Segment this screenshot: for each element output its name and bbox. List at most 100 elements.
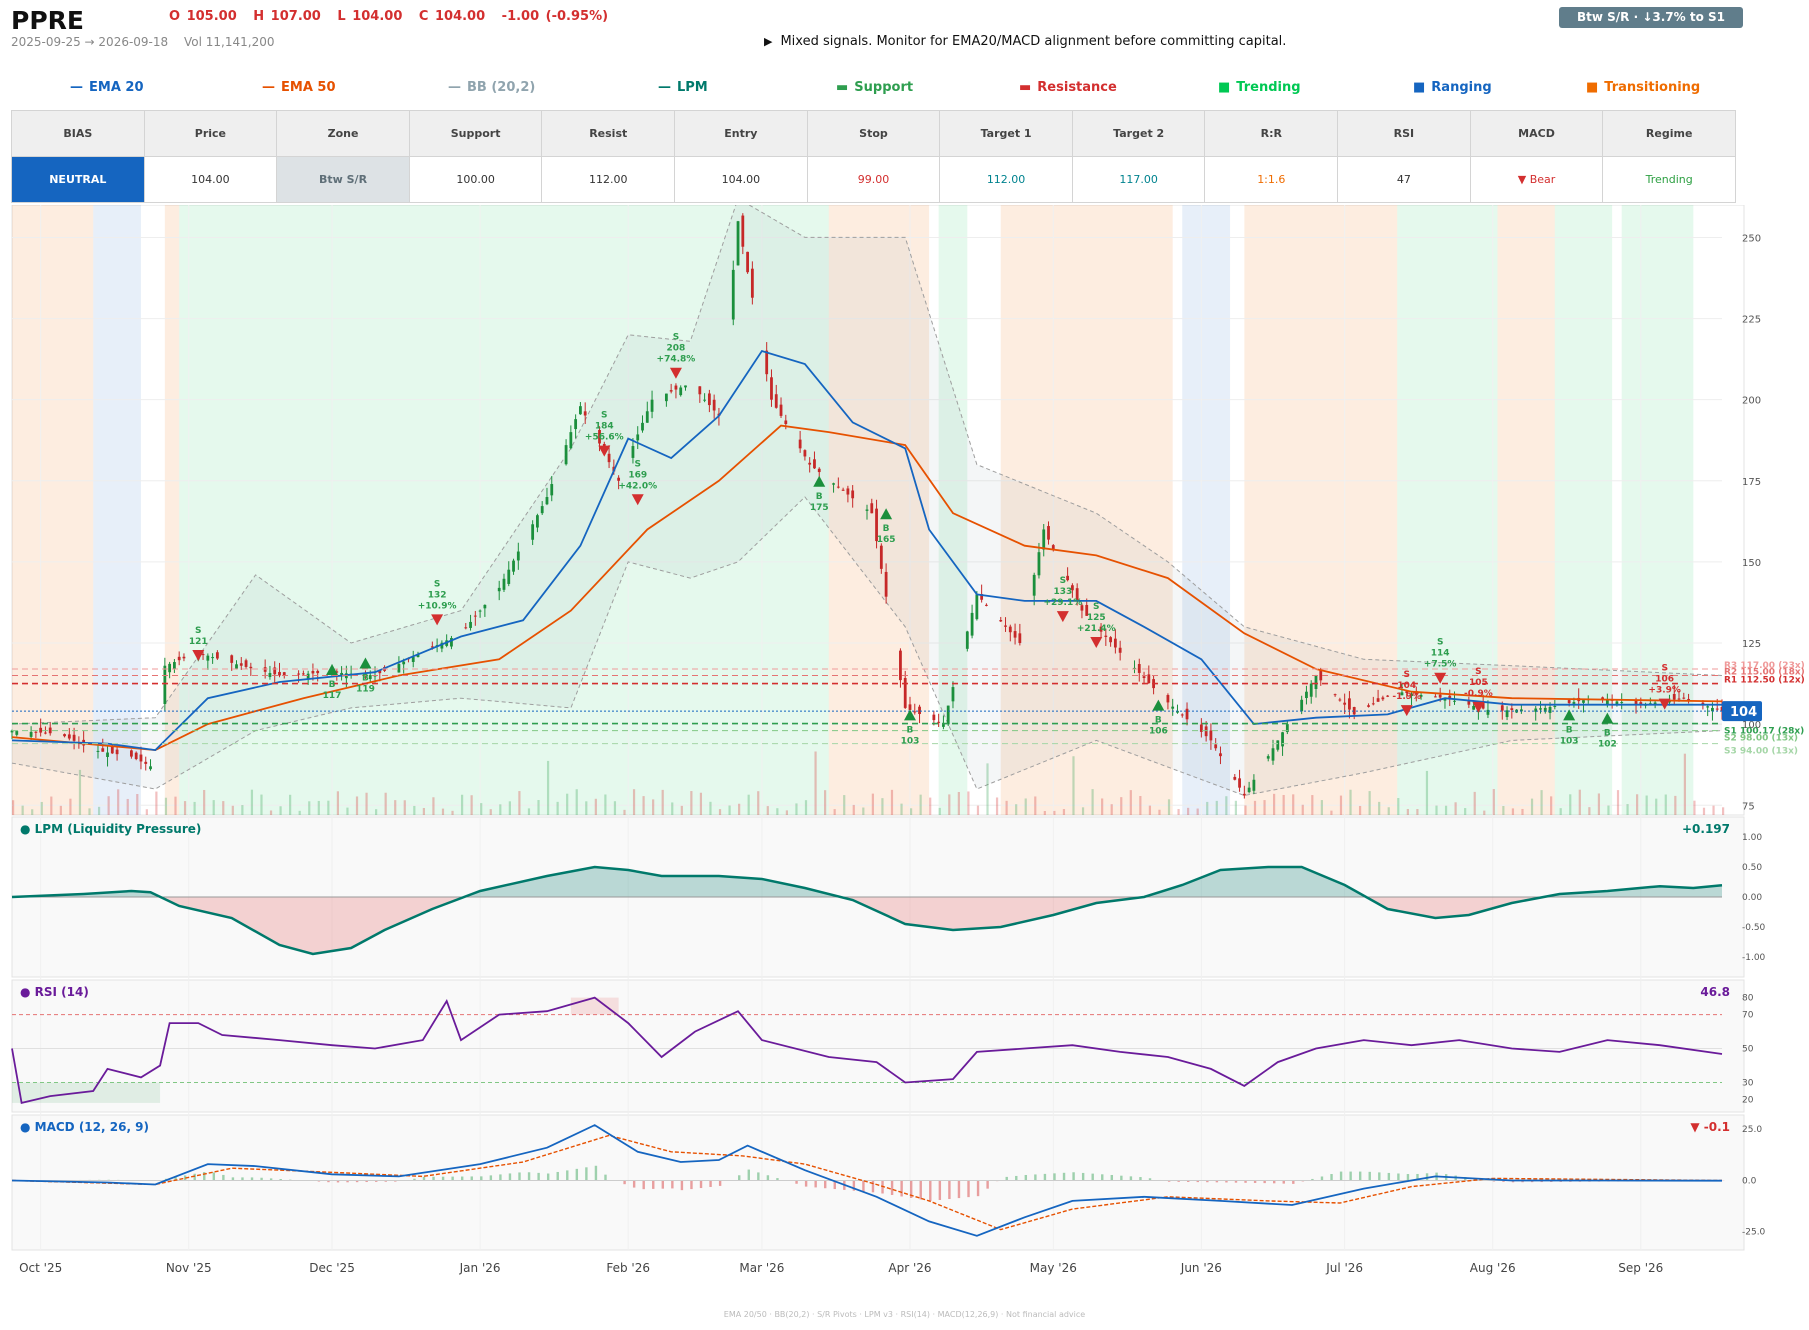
legend-resistance[interactable]: ▬ Resistance [1019, 80, 1117, 95]
table-header: Resist [541, 110, 676, 157]
volume-bar [1148, 805, 1152, 815]
candle-body [851, 490, 855, 499]
sell-signal-label: S [1060, 576, 1066, 586]
lpm-positive-area [12, 867, 1722, 897]
volume-bar [1062, 809, 1066, 815]
volume-bar [155, 791, 158, 815]
volume-bar [126, 798, 129, 815]
macd-histogram-bar [1378, 1172, 1381, 1181]
volume-bar [1330, 810, 1333, 815]
volume-bar [1578, 789, 1581, 815]
volume-bar [1081, 807, 1085, 815]
target2-cell: 117.00 [1071, 156, 1206, 203]
legend-transitioning[interactable]: ■ Transitioning [1586, 80, 1701, 95]
volume-bar [843, 795, 846, 815]
volume-bar [1378, 801, 1381, 815]
candle-body [1051, 545, 1055, 550]
candle-body [139, 754, 143, 762]
sell-signal-label: S [634, 459, 640, 469]
regime-band-trending [1554, 205, 1613, 815]
buy-signal-label: 106 [1149, 727, 1168, 737]
sell-signal-label: -1.9% [1392, 692, 1421, 702]
volume-bar [1187, 807, 1190, 815]
chart-legend: — EMA 20 — EMA 50 — BB (20,2) — LPM ▬ Support… [0, 80, 1760, 100]
volume-bar [21, 805, 24, 815]
legend-support[interactable]: ▬ Support [836, 80, 914, 95]
candle-body [163, 665, 167, 705]
price-panel-bg [11, 205, 1745, 816]
macd-histogram-bar [489, 1175, 493, 1181]
candle-body [373, 675, 377, 677]
legend-lpm[interactable]: — LPM [658, 80, 708, 95]
sell-signal-marker [1400, 705, 1413, 717]
candle-body [813, 459, 816, 469]
macd-histogram-bar [556, 1171, 559, 1181]
volume-bar [642, 796, 645, 815]
volume-bar [1444, 805, 1448, 815]
macd-histogram-bar [1311, 1178, 1314, 1181]
sell-signal-label: +74.8% [657, 355, 696, 365]
macd-cell: ▼ Bear [1469, 156, 1604, 203]
macd-histogram-bar [1234, 1180, 1238, 1183]
volume-bar [1244, 805, 1247, 815]
table-header: Support [408, 110, 543, 157]
candle-body [301, 673, 305, 675]
macd-histogram-bar [231, 1177, 235, 1181]
volume-bar [136, 793, 139, 815]
candle-body [235, 664, 238, 669]
candle-body [1639, 702, 1643, 705]
macd-histogram-bar [1273, 1180, 1276, 1184]
volume-bar [1645, 795, 1648, 815]
candle-body [870, 503, 874, 514]
macd-histogram-bar [269, 1178, 273, 1181]
sell-signal-label: S [195, 626, 201, 636]
table-header: RSI [1337, 110, 1471, 157]
volume-bar [938, 807, 941, 815]
volume-bar [460, 794, 464, 815]
candle-body [1233, 776, 1237, 780]
macd-histogram-bar [1425, 1173, 1429, 1181]
volume-bar [1435, 805, 1438, 815]
volume-bar [336, 791, 340, 815]
volume-bar [1636, 794, 1639, 815]
volume-bar [699, 792, 703, 815]
candle-body [1481, 702, 1485, 709]
legend-ranging[interactable]: ■ Ranging [1413, 80, 1492, 95]
candle-body [44, 732, 47, 734]
candle-body [1343, 702, 1347, 705]
regime-band-transitioning [1244, 205, 1398, 815]
candle-body [450, 638, 453, 647]
x-tick-label: Feb '26 [606, 1261, 650, 1275]
macd-histogram-bar [1416, 1173, 1419, 1181]
buy-signal-label: B [1155, 716, 1162, 726]
sell-signal-marker [431, 614, 444, 626]
low-value: L 104.00 [337, 9, 403, 24]
volume-bar [671, 802, 674, 815]
table-header: MACD [1469, 110, 1604, 157]
volume-bar [1215, 800, 1218, 815]
candle-body [1209, 730, 1213, 741]
candle-body [1166, 695, 1170, 703]
macd-histogram-bar [862, 1180, 865, 1192]
legend-bb[interactable]: — BB (20,2) [448, 80, 536, 95]
sell-signal-label: 125 [1087, 613, 1106, 623]
volume-bar [203, 789, 206, 815]
candle-body [583, 411, 587, 416]
candle-body [1405, 691, 1409, 693]
legend-trending[interactable]: ■ Trending [1218, 80, 1301, 95]
candle-body [1715, 708, 1719, 710]
x-tick-label: Apr '26 [888, 1261, 931, 1275]
legend-ema20[interactable]: — EMA 20 [70, 80, 144, 95]
legend-ema50[interactable]: — EMA 50 [262, 80, 336, 95]
buy-signal-marker [359, 657, 372, 669]
candle-body [1634, 699, 1638, 705]
bollinger-upper-line [11, 205, 1723, 725]
regime-band-transitioning [828, 205, 930, 815]
volume-bar [1206, 801, 1209, 815]
table-header: R:R [1204, 110, 1339, 157]
support-level-label: S1 100.17 (28x) [1724, 727, 1804, 737]
candle-body [1582, 700, 1585, 703]
candle-body [440, 642, 444, 649]
candle-body [1266, 756, 1270, 759]
candle-body [512, 560, 515, 572]
